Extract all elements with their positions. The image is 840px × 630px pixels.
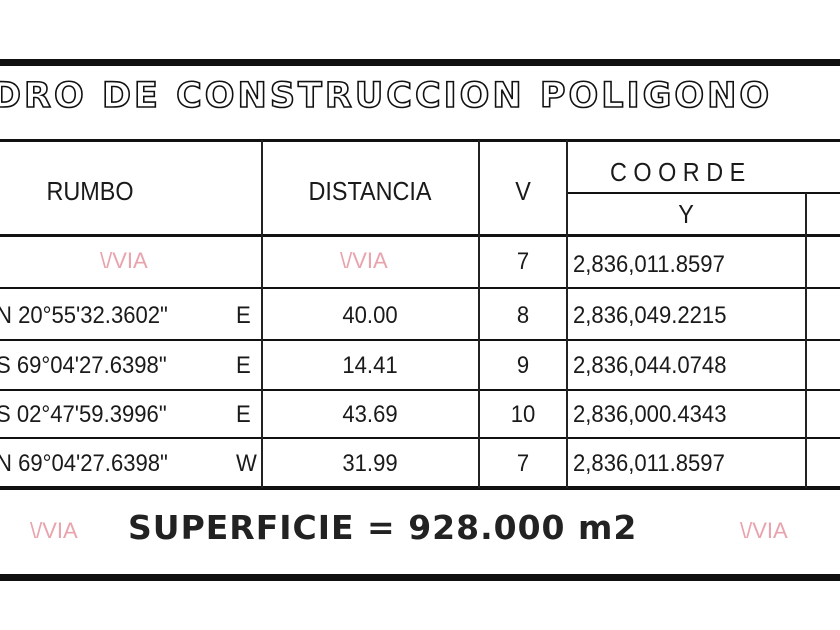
header-distancia: DISTANCIA xyxy=(308,176,432,206)
distancia-cell: 14.41 xyxy=(342,352,398,379)
y-cell: 2,836,011.8597 xyxy=(573,251,725,278)
col-divider xyxy=(805,193,807,488)
superficie-total: SUPERFICIE = 928.000 m2 xyxy=(128,508,638,547)
rumbo-cell: N 69°04'27.6398" xyxy=(0,450,168,477)
dir-cell: E xyxy=(236,352,251,379)
y-cell: 2,836,011.8597 xyxy=(573,450,725,477)
watermark-logo: \/VIA xyxy=(740,518,788,543)
watermark-logo: \/VIA xyxy=(100,248,148,273)
table-title: DRO DE CONSTRUCCION POLIGONO xyxy=(0,75,773,117)
distancia-cell: 31.99 xyxy=(342,450,398,477)
v-cell: 7 xyxy=(516,450,530,477)
header-rumbo: RUMBO xyxy=(46,176,134,206)
v-cell: 10 xyxy=(510,401,536,428)
watermark-logo: \/VIA xyxy=(30,518,78,543)
watermark-logo: \/VIA xyxy=(340,248,388,273)
dir-cell: W xyxy=(236,450,257,477)
dir-cell: E xyxy=(236,401,251,428)
rumbo-cell: S 69°04'27.6398" xyxy=(0,352,167,379)
header-coordenadas: C O O R D E xyxy=(610,157,746,187)
rumbo-cell: N 20°55'32.3602" xyxy=(0,302,168,329)
row-line xyxy=(0,437,840,439)
v-cell: 7 xyxy=(516,248,530,275)
row-line xyxy=(0,339,840,341)
distancia-cell: 40.00 xyxy=(342,302,398,329)
col-divider xyxy=(478,140,480,488)
header-v: V xyxy=(515,176,531,206)
y-cell: 2,836,000.4343 xyxy=(573,401,727,428)
top-border xyxy=(0,59,840,66)
rumbo-cell: S 02°47'59.3996" xyxy=(0,401,167,428)
y-cell: 2,836,049.2215 xyxy=(573,302,727,329)
subheader-line xyxy=(567,192,840,194)
dir-cell: E xyxy=(236,302,251,329)
table-bottom-line xyxy=(0,486,840,490)
row-line xyxy=(0,287,840,289)
table-top-line xyxy=(0,139,840,142)
header-bottom-line xyxy=(0,234,840,237)
v-cell: 8 xyxy=(516,302,530,329)
row-line xyxy=(0,389,840,391)
col-divider xyxy=(566,140,568,488)
y-cell: 2,836,044.0748 xyxy=(573,352,727,379)
bottom-border xyxy=(0,574,840,581)
v-cell: 9 xyxy=(516,352,530,379)
header-y: Y xyxy=(678,199,694,229)
col-divider xyxy=(261,140,263,488)
distancia-cell: 43.69 xyxy=(342,401,398,428)
